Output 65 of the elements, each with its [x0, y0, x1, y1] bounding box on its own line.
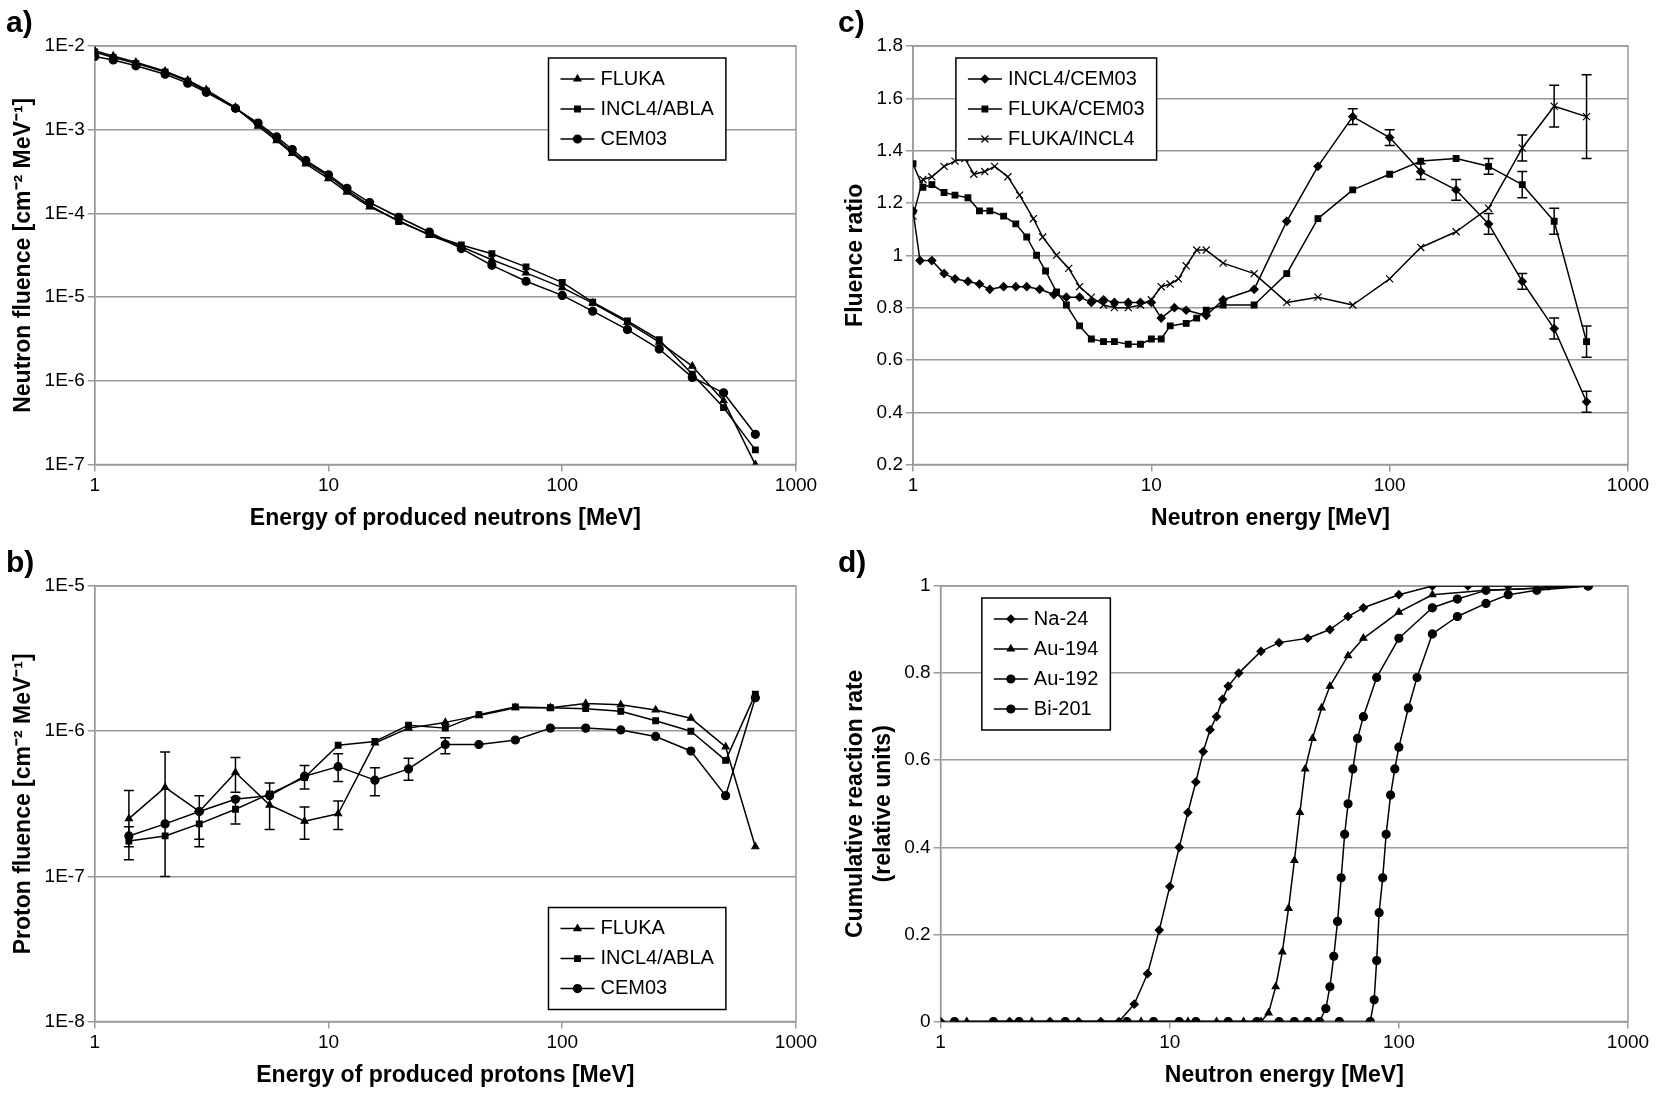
x-tick-label: 10	[1159, 1031, 1181, 1053]
x-axis-title: Neutron energy [MeV]	[1151, 503, 1390, 530]
y-axis-title: Fluence ratio	[841, 183, 868, 327]
legend-label: INCL4/CEM03	[1007, 66, 1137, 89]
y-tick-label: 0.2	[876, 452, 904, 474]
legend-label: Au-192	[1033, 666, 1099, 689]
y-tick-label: 0.4	[876, 400, 904, 422]
x-tick-label: 10	[1140, 474, 1162, 496]
y-axis-title: Cumulative reaction rate (relative units)	[841, 669, 895, 939]
legend-label: Au-194	[1033, 636, 1099, 659]
y-tick-label: 1E-6	[44, 719, 85, 741]
chart-title: a)	[6, 5, 33, 39]
y-tick-label: 0.4	[904, 835, 932, 857]
legend-label: Bi-201	[1033, 696, 1092, 719]
x-tick-label: 1000	[1606, 1031, 1650, 1053]
y-tick-label: 1	[920, 574, 931, 596]
legend-label: FLUKA	[600, 66, 666, 89]
y-tick-label: 1.2	[876, 191, 904, 213]
x-tick-label: 1000	[774, 474, 818, 496]
y-tick-label: 0.2	[904, 922, 931, 944]
y-tick-label: 1.6	[876, 86, 904, 108]
y-tick-label: 0	[920, 1009, 931, 1031]
legend-label: FLUKA	[600, 916, 666, 939]
legend-label: INCL4/ABLA	[600, 96, 715, 119]
x-tick-label: 100	[546, 474, 579, 496]
y-tick-label: 1E-7	[44, 452, 85, 474]
x-tick-label: 100	[1383, 1031, 1415, 1053]
x-tick-label: 1	[89, 1031, 101, 1053]
y-tick-label: 1E-5	[44, 285, 85, 307]
y-tick-label: 1E-2	[44, 34, 85, 56]
x-axis-title: Neutron energy [MeV]	[1164, 1060, 1404, 1087]
y-tick-label: 1.4	[876, 138, 904, 160]
y-tick-label: 1E-5	[44, 574, 85, 596]
y-tick-label: 0.6	[904, 748, 931, 770]
x-tick-label: 1000	[774, 1031, 818, 1053]
y-tick-label: 0.6	[876, 348, 904, 370]
chart-title: d)	[838, 545, 867, 579]
y-tick-label: 1E-3	[44, 117, 85, 139]
legend-label: FLUKA/INCL4	[1007, 126, 1135, 149]
x-axis-title: Energy of produced protons [MeV]	[256, 1060, 635, 1087]
chart-title: b)	[6, 545, 35, 579]
x-tick-label: 1	[89, 474, 101, 496]
y-tick-label: 0.8	[904, 661, 931, 683]
x-tick-label: 10	[317, 474, 340, 496]
x-tick-label: 100	[546, 1031, 579, 1053]
x-tick-label: 10	[317, 1031, 340, 1053]
legend-label: INCL4/ABLA	[600, 946, 715, 969]
y-axis-title: Proton fluence [cm⁻² MeV⁻¹]	[9, 653, 36, 955]
legend-label: Na-24	[1033, 606, 1089, 629]
y-tick-label: 1E-8	[44, 1009, 85, 1031]
y-tick-label: 1E-6	[44, 369, 85, 391]
y-tick-label: 1E-4	[44, 201, 86, 223]
chart-title: c)	[838, 5, 865, 39]
legend-label: CEM03	[600, 976, 668, 999]
x-tick-label: 100	[1373, 474, 1406, 496]
y-axis-title: Neutron fluence [cm⁻² MeV⁻¹]	[9, 97, 36, 413]
y-tick-label: 0.8	[876, 295, 904, 317]
legend-label: CEM03	[600, 126, 668, 149]
y-tick-label: 1	[892, 243, 904, 265]
x-axis-title: Energy of produced neutrons [MeV]	[249, 503, 641, 530]
x-tick-label: 1000	[1606, 474, 1650, 496]
x-tick-label: 1	[935, 1031, 946, 1053]
legend-label: FLUKA/CEM03	[1007, 96, 1145, 119]
y-tick-label: 1E-7	[44, 864, 85, 886]
y-tick-label: 1.8	[876, 34, 904, 56]
